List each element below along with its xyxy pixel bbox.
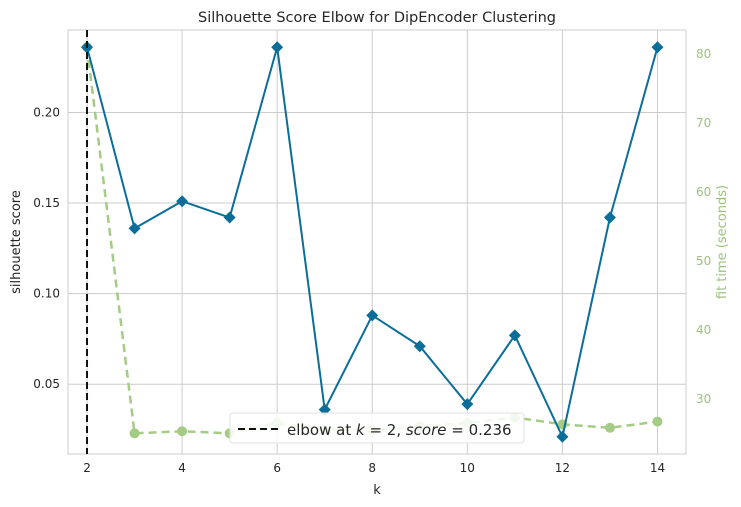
y-tick-label: 0.05 bbox=[33, 377, 60, 391]
legend-prefix: elbow at bbox=[287, 421, 356, 439]
silhouette-point bbox=[413, 340, 426, 353]
silhouette-point bbox=[176, 195, 189, 208]
silhouette-point bbox=[461, 398, 474, 411]
fit-time-point bbox=[129, 428, 140, 439]
y2-tick-label: 80 bbox=[696, 47, 711, 61]
x-tick-label: 8 bbox=[368, 461, 376, 475]
legend-box bbox=[229, 412, 525, 444]
silhouette-point bbox=[556, 430, 569, 443]
y2-tick-label: 60 bbox=[696, 185, 711, 199]
x-tick-label: 10 bbox=[460, 461, 475, 475]
legend: elbow at k = 2, score = 0.236 bbox=[229, 412, 525, 444]
x-tick-label: 6 bbox=[273, 461, 281, 475]
legend-k-symbol: k bbox=[356, 421, 366, 439]
fit-time-point bbox=[177, 426, 188, 437]
x-tick-label: 14 bbox=[650, 461, 665, 475]
y-tick-labels: 0.05 0.10 0.15 0.20 bbox=[33, 105, 60, 391]
plot-area bbox=[67, 29, 687, 455]
y-tick-label: 0.20 bbox=[33, 105, 60, 119]
silhouette-point bbox=[508, 329, 521, 342]
y-tick-label: 0.15 bbox=[33, 196, 60, 210]
fit-time-point bbox=[604, 422, 615, 433]
x-tick-label: 4 bbox=[178, 461, 186, 475]
y2-tick-labels: 30 40 50 60 70 80 bbox=[696, 47, 711, 406]
silhouette-point bbox=[366, 309, 379, 322]
x-tick-labels: 2 4 6 8 10 12 14 bbox=[83, 461, 665, 475]
silhouette-point bbox=[651, 41, 664, 54]
legend-score-value: = 0.236 bbox=[447, 421, 512, 439]
x-tick-label: 12 bbox=[555, 461, 570, 475]
silhouette-series bbox=[81, 41, 664, 443]
x-axis-label: k bbox=[373, 483, 381, 498]
legend-score-symbol: score bbox=[406, 421, 447, 439]
y2-tick-label: 40 bbox=[696, 323, 711, 337]
y2-tick-label: 70 bbox=[696, 116, 711, 130]
y2-axis-label: fit time (seconds) bbox=[715, 185, 730, 299]
silhouette-point bbox=[603, 211, 616, 224]
fit-time-point bbox=[652, 416, 663, 427]
legend-label: elbow at k = 2, score = 0.236 bbox=[287, 421, 512, 439]
legend-k-value: = 2, bbox=[365, 421, 406, 439]
grid-lines bbox=[68, 30, 686, 454]
y-tick-label: 0.10 bbox=[33, 287, 60, 301]
silhouette-point bbox=[223, 211, 236, 224]
y2-tick-label: 50 bbox=[696, 254, 711, 268]
chart-title: Silhouette Score Elbow for DipEncoder Cl… bbox=[198, 10, 556, 26]
x-tick-label: 2 bbox=[83, 461, 91, 475]
y-axis-label: silhouette score bbox=[9, 190, 24, 294]
silhouette-point bbox=[271, 41, 284, 54]
y2-tick-label: 30 bbox=[696, 392, 711, 406]
silhouette-point bbox=[128, 222, 141, 235]
